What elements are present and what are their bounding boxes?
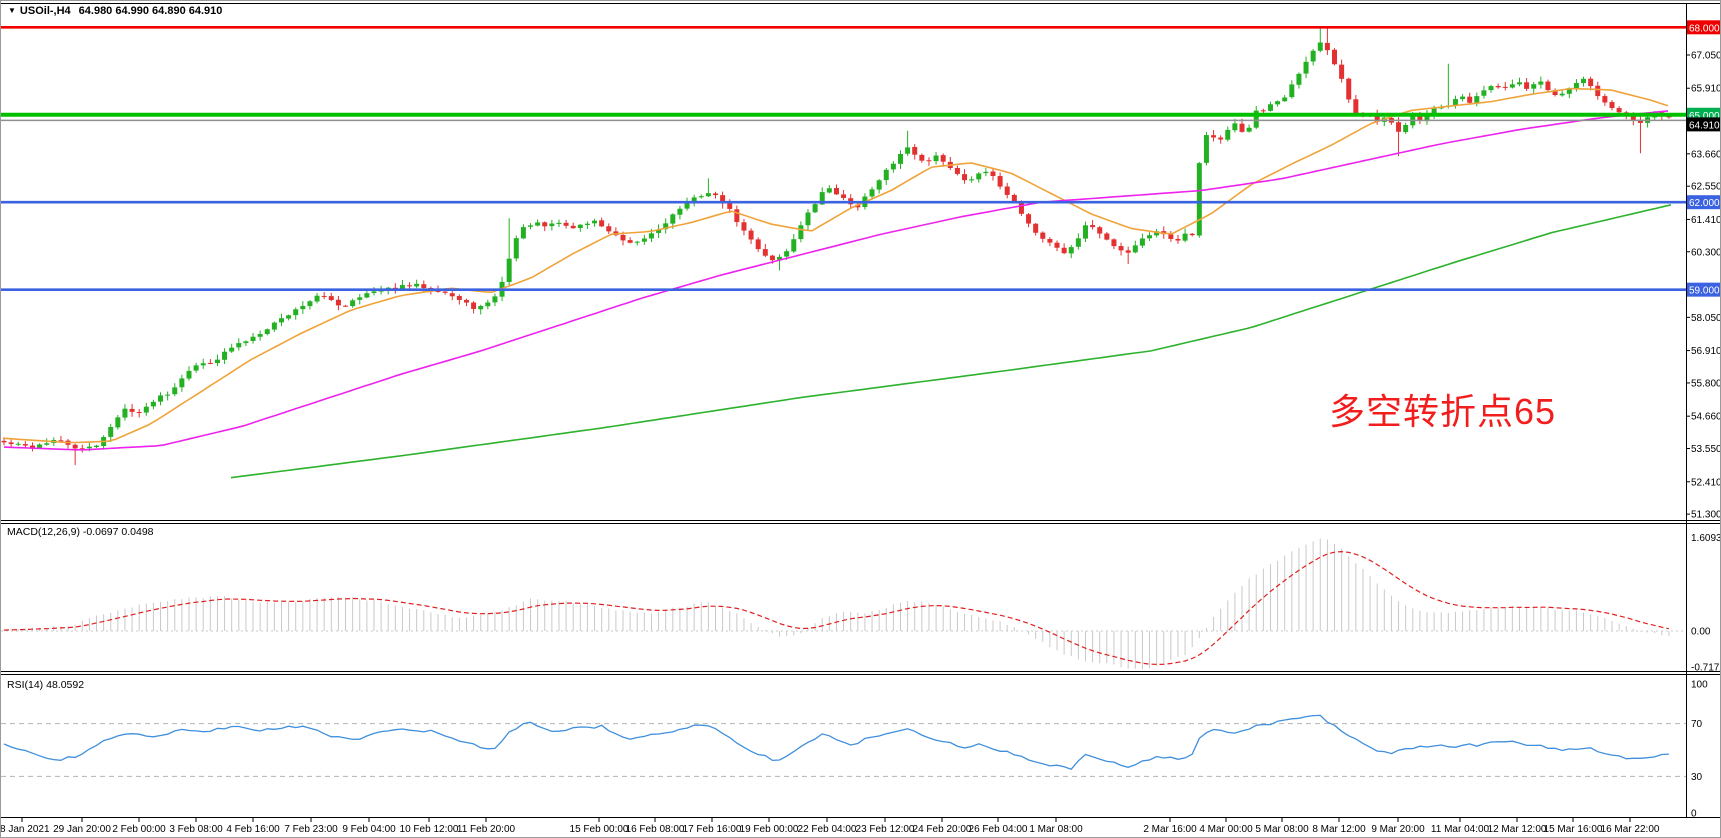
svg-text:58.050: 58.050 [1691,313,1721,324]
svg-text:70: 70 [1691,719,1703,730]
svg-text:62.000: 62.000 [1689,198,1720,209]
ma-mid-magenta [3,110,1669,451]
macd-indicator-label: MACD(12,26,9) -0.0697 0.0498 [7,526,154,538]
svg-text:60.300: 60.300 [1691,247,1721,258]
svg-text:16 Feb 08:00: 16 Feb 08:00 [626,824,685,835]
svg-text:54.660: 54.660 [1691,412,1721,423]
svg-text:2 Feb 00:00: 2 Feb 00:00 [112,824,166,835]
svg-text:29 Jan 20:00: 29 Jan 20:00 [53,824,111,835]
svg-text:51.300: 51.300 [1691,510,1721,521]
macd-values: -0.0697 0.0498 [82,526,154,538]
macd-pane: 1.6093 0.00 -0.7172 [1,533,1721,674]
svg-text:28 Jan 2021: 28 Jan 2021 [1,824,50,835]
pane-borders [1,3,1720,818]
svg-text:65.000: 65.000 [1689,111,1720,122]
ohlc-quote-values: 64.980 64.990 64.890 64.910 [78,5,223,17]
svg-text:9 Feb 04:00: 9 Feb 04:00 [342,824,396,835]
horizontal-level-lines[interactable]: 68.000 65.000 62.000 59.000 64.910 [1,20,1721,297]
rsi-value: 48.0592 [46,679,85,691]
ma-slow-green [230,204,1672,479]
svg-text:24 Feb 20:00: 24 Feb 20:00 [913,824,972,835]
svg-text:10 Feb 12:00: 10 Feb 12:00 [400,824,459,835]
svg-text:67.050: 67.050 [1691,51,1721,62]
svg-text:100: 100 [1691,680,1708,691]
svg-text:53.550: 53.550 [1691,444,1721,455]
svg-text:4 Mar 00:00: 4 Mar 00:00 [1199,824,1253,835]
svg-text:-0.7172: -0.7172 [1691,663,1721,674]
ma-fast-orange [3,87,1669,444]
svg-text:52.410: 52.410 [1691,477,1721,488]
svg-text:30: 30 [1691,772,1703,783]
price-axis: 67.050 65.910 63.660 62.550 61.410 60.300 58.0… [1686,51,1721,521]
svg-text:26 Feb 04:00: 26 Feb 04:00 [969,824,1028,835]
svg-text:55.800: 55.800 [1691,378,1721,389]
svg-text:16 Mar 22:00: 16 Mar 22:00 [1601,824,1660,835]
svg-text:11 Feb 20:00: 11 Feb 20:00 [457,824,516,835]
svg-text:8 Mar 12:00: 8 Mar 12:00 [1312,824,1366,835]
rsi-pane: 100 70 30 0 [1,680,1708,820]
svg-text:2 Mar 16:00: 2 Mar 16:00 [1143,824,1197,835]
macd-name: MACD(12,26,9) [7,526,80,538]
svg-text:11 Mar 04:00: 11 Mar 04:00 [1431,824,1490,835]
svg-text:15 Feb 00:00: 15 Feb 00:00 [570,824,629,835]
symbol-title-bar[interactable]: ▼ USOil-,H4 64.980 64.990 64.890 64.910 [8,5,222,17]
svg-text:12 Mar 12:00: 12 Mar 12:00 [1488,824,1547,835]
svg-text:62.550: 62.550 [1691,182,1721,193]
svg-text:61.410: 61.410 [1691,215,1721,226]
svg-text:1 Mar 08:00: 1 Mar 08:00 [1029,824,1083,835]
svg-text:59.000: 59.000 [1689,286,1720,297]
svg-text:65.910: 65.910 [1691,84,1721,95]
svg-text:23 Feb 12:00: 23 Feb 12:00 [856,824,915,835]
svg-text:15 Mar 16:00: 15 Mar 16:00 [1544,824,1603,835]
svg-text:64.910: 64.910 [1689,120,1720,131]
svg-text:0.00: 0.00 [1691,627,1711,638]
svg-text:68.000: 68.000 [1689,23,1720,34]
svg-text:22 Feb 04:00: 22 Feb 04:00 [798,824,857,835]
svg-text:3 Feb 08:00: 3 Feb 08:00 [169,824,223,835]
svg-text:56.910: 56.910 [1691,346,1721,357]
svg-text:1.6093: 1.6093 [1691,533,1721,544]
svg-text:5 Mar 08:00: 5 Mar 08:00 [1255,824,1309,835]
svg-text:4 Feb 16:00: 4 Feb 16:00 [226,824,280,835]
chevron-down-icon[interactable]: ▼ [8,6,16,15]
svg-text:63.660: 63.660 [1691,149,1721,160]
symbol-timeframe-label: USOil-,H4 [19,5,71,17]
svg-text:17 Feb 16:00: 17 Feb 16:00 [683,824,742,835]
rsi-indicator-label: RSI(14) 48.0592 [7,679,84,691]
chart-text-annotation[interactable]: 多空转折点65 [1329,391,1557,432]
svg-text:0: 0 [1691,809,1697,820]
svg-text:19 Feb 00:00: 19 Feb 00:00 [740,824,799,835]
svg-text:9 Mar 20:00: 9 Mar 20:00 [1371,824,1425,835]
rsi-name: RSI(14) [7,679,44,691]
svg-text:7 Feb 23:00: 7 Feb 23:00 [284,824,338,835]
